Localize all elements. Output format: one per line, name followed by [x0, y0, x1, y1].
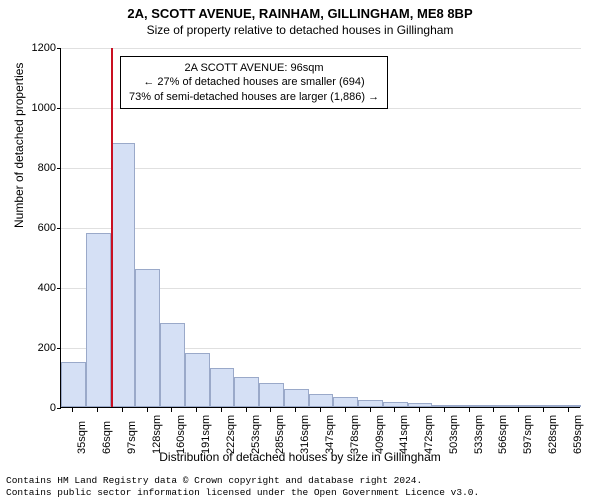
histogram-bar — [61, 362, 86, 407]
x-tick-label: 128sqm — [151, 415, 163, 454]
x-tick-label: 533sqm — [473, 415, 485, 454]
x-tick-mark — [295, 408, 296, 412]
x-tick-label: 378sqm — [349, 415, 361, 454]
x-tick-mark — [196, 408, 197, 412]
x-tick-mark — [394, 408, 395, 412]
y-tick-label: 0 — [16, 402, 56, 414]
histogram-bar — [259, 383, 284, 407]
histogram-bar — [160, 323, 185, 407]
y-tick-mark — [57, 408, 61, 409]
x-tick-label: 503sqm — [448, 415, 460, 454]
x-tick-mark — [493, 408, 494, 412]
footer-line-1: Contains HM Land Registry data © Crown c… — [6, 475, 479, 486]
chart-main-title: 2A, SCOTT AVENUE, RAINHAM, GILLINGHAM, M… — [0, 0, 600, 21]
y-tick-mark — [57, 48, 61, 49]
histogram-bar — [111, 143, 136, 407]
x-tick-mark — [72, 408, 73, 412]
x-tick-mark — [469, 408, 470, 412]
histogram-bar — [531, 405, 556, 407]
histogram-bar — [86, 233, 111, 407]
x-tick-label: 441sqm — [398, 415, 410, 454]
annotation-line-1: 2A SCOTT AVENUE: 96sqm — [129, 61, 379, 75]
x-tick-mark — [171, 408, 172, 412]
x-tick-mark — [518, 408, 519, 412]
x-tick-mark — [270, 408, 271, 412]
gridline — [61, 48, 581, 49]
x-tick-mark — [370, 408, 371, 412]
y-axis-label: Number of detached properties — [12, 63, 26, 228]
y-tick-label: 200 — [16, 342, 56, 354]
histogram-bar — [210, 368, 235, 407]
x-axis-label: Distribution of detached houses by size … — [0, 450, 600, 464]
gridline — [61, 168, 581, 169]
histogram-bar — [234, 377, 259, 407]
annotation-line-2: ← 27% of detached houses are smaller (69… — [129, 75, 379, 89]
x-tick-label: 409sqm — [374, 415, 386, 454]
footer-attribution: Contains HM Land Registry data © Crown c… — [6, 475, 479, 498]
y-tick-label: 1000 — [16, 102, 56, 114]
histogram-bar — [482, 405, 507, 407]
annotation-line-3: 73% of semi-detached houses are larger (… — [129, 90, 379, 104]
x-tick-label: 472sqm — [423, 415, 435, 454]
gridline — [61, 228, 581, 229]
histogram-bar — [383, 402, 408, 407]
y-tick-label: 800 — [16, 162, 56, 174]
x-tick-mark — [543, 408, 544, 412]
x-tick-label: 285sqm — [274, 415, 286, 454]
chart-area: 020040060080010001200 2A SCOTT AVENUE: 9… — [60, 48, 580, 408]
x-tick-label: 222sqm — [225, 415, 237, 454]
x-tick-mark — [345, 408, 346, 412]
x-tick-mark — [246, 408, 247, 412]
y-tick-label: 600 — [16, 222, 56, 234]
y-tick-mark — [57, 348, 61, 349]
histogram-bar — [457, 405, 482, 407]
x-tick-mark — [221, 408, 222, 412]
annotation-box: 2A SCOTT AVENUE: 96sqm ← 27% of detached… — [120, 56, 388, 109]
x-tick-label: 659sqm — [572, 415, 584, 454]
x-tick-label: 253sqm — [250, 415, 262, 454]
x-tick-mark — [444, 408, 445, 412]
footer-line-2: Contains public sector information licen… — [6, 487, 479, 498]
y-tick-label: 400 — [16, 282, 56, 294]
chart-sub-title: Size of property relative to detached ho… — [0, 21, 600, 37]
histogram-bar — [556, 405, 581, 407]
histogram-bar — [309, 394, 334, 408]
histogram-bar — [432, 405, 457, 407]
x-tick-mark — [320, 408, 321, 412]
histogram-bar — [358, 400, 383, 408]
y-tick-label: 1200 — [16, 42, 56, 54]
histogram-bar — [135, 269, 160, 407]
x-tick-mark — [122, 408, 123, 412]
x-tick-mark — [147, 408, 148, 412]
y-tick-mark — [57, 168, 61, 169]
x-tick-mark — [97, 408, 98, 412]
x-tick-label: 628sqm — [547, 415, 559, 454]
x-tick-mark — [568, 408, 569, 412]
x-tick-mark — [419, 408, 420, 412]
x-tick-label: 191sqm — [200, 415, 212, 454]
y-tick-mark — [57, 288, 61, 289]
histogram-bar — [284, 389, 309, 407]
histogram-bar — [185, 353, 210, 407]
y-tick-mark — [57, 228, 61, 229]
x-tick-label: 347sqm — [324, 415, 336, 454]
histogram-bar — [408, 403, 433, 407]
histogram-bar — [333, 397, 358, 408]
x-tick-label: 566sqm — [497, 415, 509, 454]
x-tick-label: 597sqm — [522, 415, 534, 454]
x-tick-label: 316sqm — [299, 415, 311, 454]
reference-line — [111, 48, 113, 407]
y-tick-mark — [57, 108, 61, 109]
x-tick-label: 160sqm — [175, 415, 187, 454]
histogram-bar — [507, 405, 532, 407]
